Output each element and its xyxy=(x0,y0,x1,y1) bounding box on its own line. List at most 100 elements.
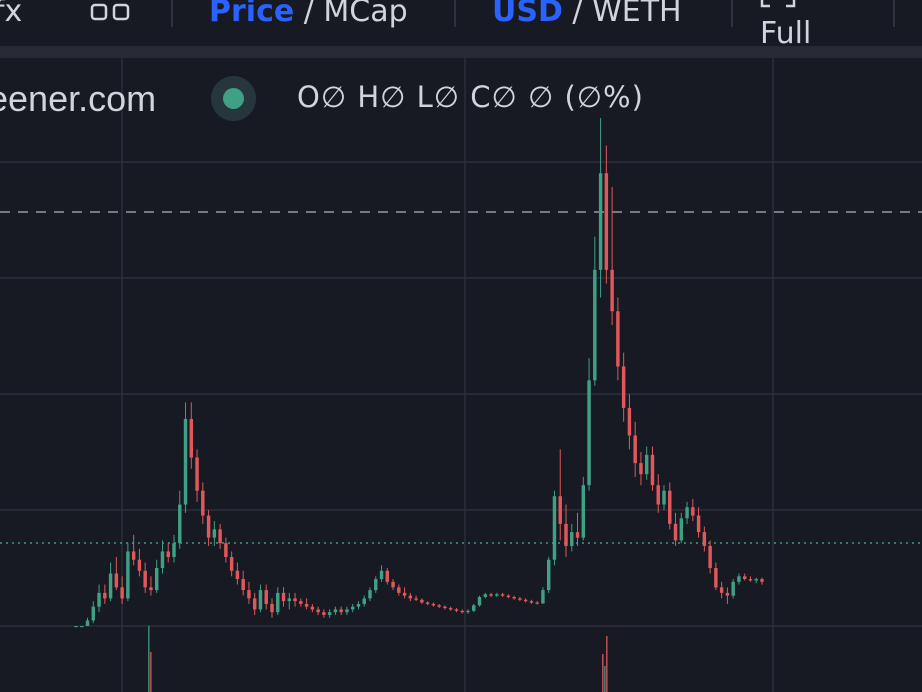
candle xyxy=(506,594,511,599)
candle xyxy=(564,504,568,557)
toggle-slash: / xyxy=(572,0,583,29)
candle xyxy=(80,626,84,628)
candle-body xyxy=(252,598,257,610)
price-chart[interactable] xyxy=(0,58,922,692)
candle-body xyxy=(74,626,78,628)
candle-body xyxy=(460,610,464,613)
candle-body xyxy=(581,485,586,538)
candle-body xyxy=(114,573,119,588)
candle xyxy=(633,421,637,477)
candle xyxy=(535,601,539,605)
candle-body xyxy=(593,269,597,381)
candle-body xyxy=(644,454,649,475)
candle xyxy=(685,501,689,524)
status-indicator[interactable] xyxy=(211,76,256,121)
candle-body xyxy=(189,418,194,458)
candlestick-chart-canvas[interactable] xyxy=(0,58,922,692)
toolbar-divider xyxy=(0,46,922,58)
candle-body xyxy=(281,592,286,602)
usd-option[interactable]: USD xyxy=(492,0,563,29)
candle-body xyxy=(299,601,303,604)
candle-body xyxy=(166,551,170,557)
candle xyxy=(229,551,234,577)
open-label: O xyxy=(297,80,321,114)
candle xyxy=(339,606,343,615)
fullscreen-button[interactable]: Full xyxy=(760,0,811,51)
candle xyxy=(350,603,355,613)
candle xyxy=(443,605,447,610)
candle-body xyxy=(679,518,684,541)
candle-body xyxy=(235,570,240,580)
candle-body xyxy=(172,543,176,557)
candle xyxy=(258,584,263,613)
candle-body xyxy=(546,559,551,591)
candle xyxy=(408,592,413,602)
candle-body xyxy=(91,606,96,621)
candle xyxy=(143,562,147,593)
chart-grid xyxy=(0,58,922,692)
indicators-button[interactable]: fx xyxy=(0,0,22,32)
candle xyxy=(546,556,551,593)
candle xyxy=(708,540,712,574)
candle-body xyxy=(218,529,222,544)
candle-body xyxy=(310,606,315,610)
templates-button[interactable] xyxy=(90,0,134,40)
volume-bar xyxy=(148,626,150,692)
candle xyxy=(489,592,493,598)
candle-body xyxy=(742,576,747,580)
candle-body xyxy=(448,608,453,610)
candle xyxy=(276,587,280,615)
fullscreen-corners-icon xyxy=(760,0,796,8)
layout-squares-icon xyxy=(90,3,130,21)
candle xyxy=(385,568,390,585)
candle xyxy=(154,559,159,593)
candle-body xyxy=(512,597,516,599)
candle-body xyxy=(408,595,413,599)
candle xyxy=(512,595,516,600)
candle-body xyxy=(673,523,678,541)
candle-body xyxy=(610,269,614,312)
candle-body xyxy=(437,605,441,607)
candle-body xyxy=(195,457,199,491)
status-dot-icon xyxy=(223,88,244,109)
candle-body xyxy=(691,507,695,516)
candle-body xyxy=(391,581,395,588)
price-option[interactable]: Price xyxy=(209,0,295,29)
candle xyxy=(114,556,119,591)
candle-body xyxy=(731,581,735,596)
toolbar-separator xyxy=(731,0,733,27)
candle-body xyxy=(258,590,263,610)
mcap-option[interactable]: MCap xyxy=(323,0,408,29)
candle-body xyxy=(356,603,361,607)
candle-body xyxy=(587,380,591,486)
change-value: ∅ xyxy=(528,80,555,114)
candle xyxy=(748,576,753,582)
candle xyxy=(754,577,758,584)
candle-body xyxy=(374,579,378,591)
candle-body xyxy=(702,532,707,546)
candle xyxy=(195,449,199,502)
candle-body xyxy=(397,587,401,593)
candle xyxy=(610,187,614,326)
weth-option[interactable]: WETH xyxy=(592,0,682,29)
candle xyxy=(97,584,101,613)
candle-body xyxy=(633,435,637,464)
price-mcap-toggle[interactable]: Price / MCap xyxy=(209,0,408,32)
candle xyxy=(224,537,228,563)
candle xyxy=(673,512,678,546)
candle xyxy=(299,598,303,607)
candle xyxy=(414,595,418,602)
candle-body xyxy=(420,599,424,603)
candle xyxy=(644,446,649,480)
low-label: L xyxy=(416,80,434,114)
candle-body xyxy=(748,579,753,581)
candle xyxy=(241,570,245,596)
candle xyxy=(85,617,90,626)
candle xyxy=(627,394,632,450)
candle-body xyxy=(229,556,234,571)
candle xyxy=(587,358,591,491)
candle-body xyxy=(425,602,430,604)
candle-body xyxy=(696,515,701,533)
candle xyxy=(541,587,545,604)
currency-toggle[interactable]: USD / WETH xyxy=(492,0,682,32)
